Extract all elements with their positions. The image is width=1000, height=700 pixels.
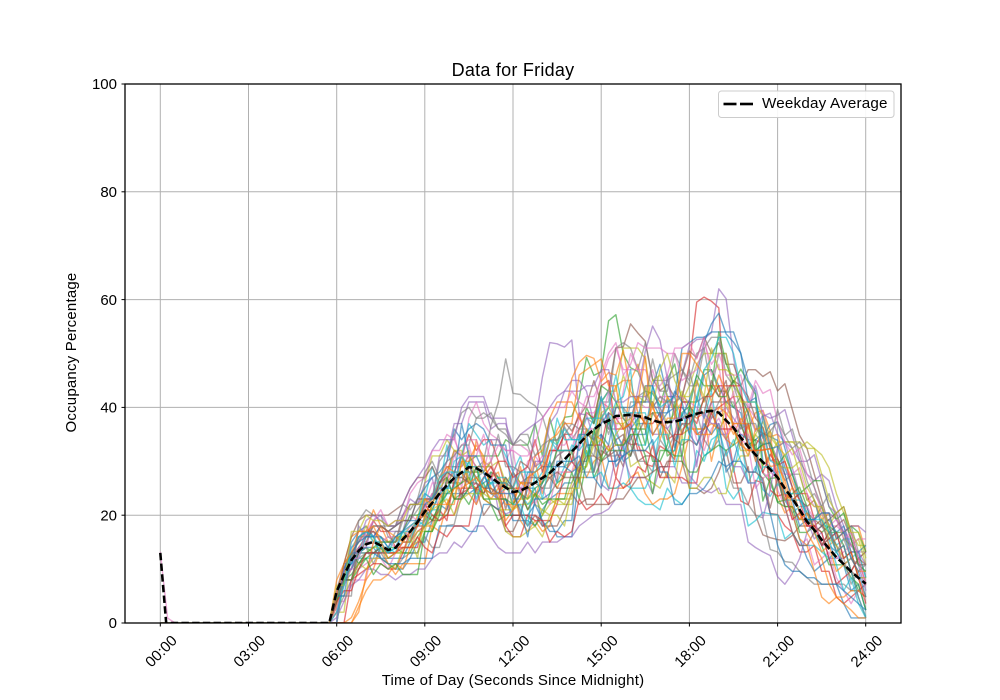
svg-text:Weekday Average: Weekday Average — [762, 95, 888, 112]
svg-text:0: 0 — [109, 615, 117, 632]
svg-text:20: 20 — [100, 507, 117, 524]
svg-text:Data for Friday: Data for Friday — [452, 60, 575, 80]
svg-text:Occupancy Percentage: Occupancy Percentage — [63, 273, 80, 433]
svg-text:100: 100 — [92, 76, 117, 93]
svg-text:Time of Day (Seconds Since Mid: Time of Day (Seconds Since Midnight) — [382, 672, 645, 689]
svg-text:80: 80 — [100, 184, 117, 201]
svg-text:40: 40 — [100, 400, 117, 417]
svg-text:60: 60 — [100, 292, 117, 309]
